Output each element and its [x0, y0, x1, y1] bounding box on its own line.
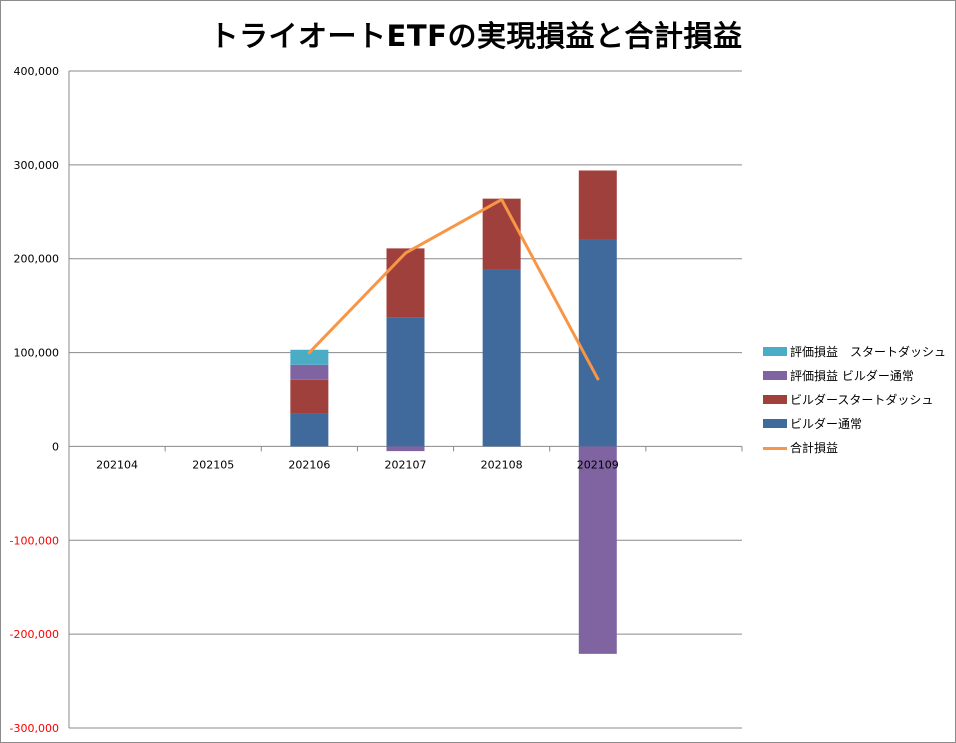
- bar-segment: [578, 239, 617, 447]
- y-tick-label: 400,000: [14, 65, 60, 78]
- legend-label: 合計損益: [790, 441, 839, 455]
- y-tick-label: -200,000: [10, 628, 59, 641]
- y-tick-label: 100,000: [14, 347, 60, 360]
- bar-segment: [386, 446, 425, 452]
- bar-segment: [578, 170, 617, 240]
- legend-label: 評価損益 スタートダッシュ: [790, 345, 947, 359]
- bar-segment: [386, 248, 425, 318]
- legend-swatch: [763, 447, 787, 450]
- x-tick-label: 202104: [96, 458, 138, 471]
- legend-label: 評価損益 ビルダー通常: [790, 369, 914, 383]
- line-point: [596, 377, 600, 381]
- line-point: [307, 351, 311, 355]
- y-tick-label: 0: [52, 440, 59, 453]
- legend-label: ビルダー通常: [790, 417, 863, 431]
- legend-label: ビルダースタートダッシュ: [790, 393, 934, 407]
- bar-segment: [386, 317, 425, 447]
- bar-segment: [482, 269, 521, 447]
- y-tick-label: 200,000: [14, 253, 60, 266]
- bar-segment: [482, 198, 521, 270]
- line-point: [404, 251, 407, 255]
- legend-swatch: [763, 419, 787, 428]
- line-point: [500, 198, 504, 202]
- legend-swatch: [763, 395, 787, 404]
- x-tick-label: 202106: [288, 458, 330, 471]
- total-line: [307, 198, 600, 381]
- y-tick-label: -100,000: [10, 534, 59, 547]
- y-tick-label: -300,000: [10, 722, 59, 735]
- x-tick-label: 202105: [192, 458, 234, 471]
- chart-title: トライオートETFの実現損益と合計損益: [209, 19, 743, 53]
- bar-segment: [290, 349, 329, 365]
- x-tick-label: 202107: [385, 458, 427, 471]
- bar-segment: [290, 364, 329, 380]
- y-tick-label: 300,000: [14, 159, 60, 172]
- bar-segment: [578, 446, 617, 654]
- legend-swatch: [763, 347, 787, 356]
- x-tick-label: 202108: [481, 458, 523, 471]
- x-tick-label: 202109: [577, 458, 619, 471]
- legend-swatch: [763, 371, 787, 380]
- bar-segment: [290, 413, 329, 447]
- bar-segment: [290, 379, 329, 414]
